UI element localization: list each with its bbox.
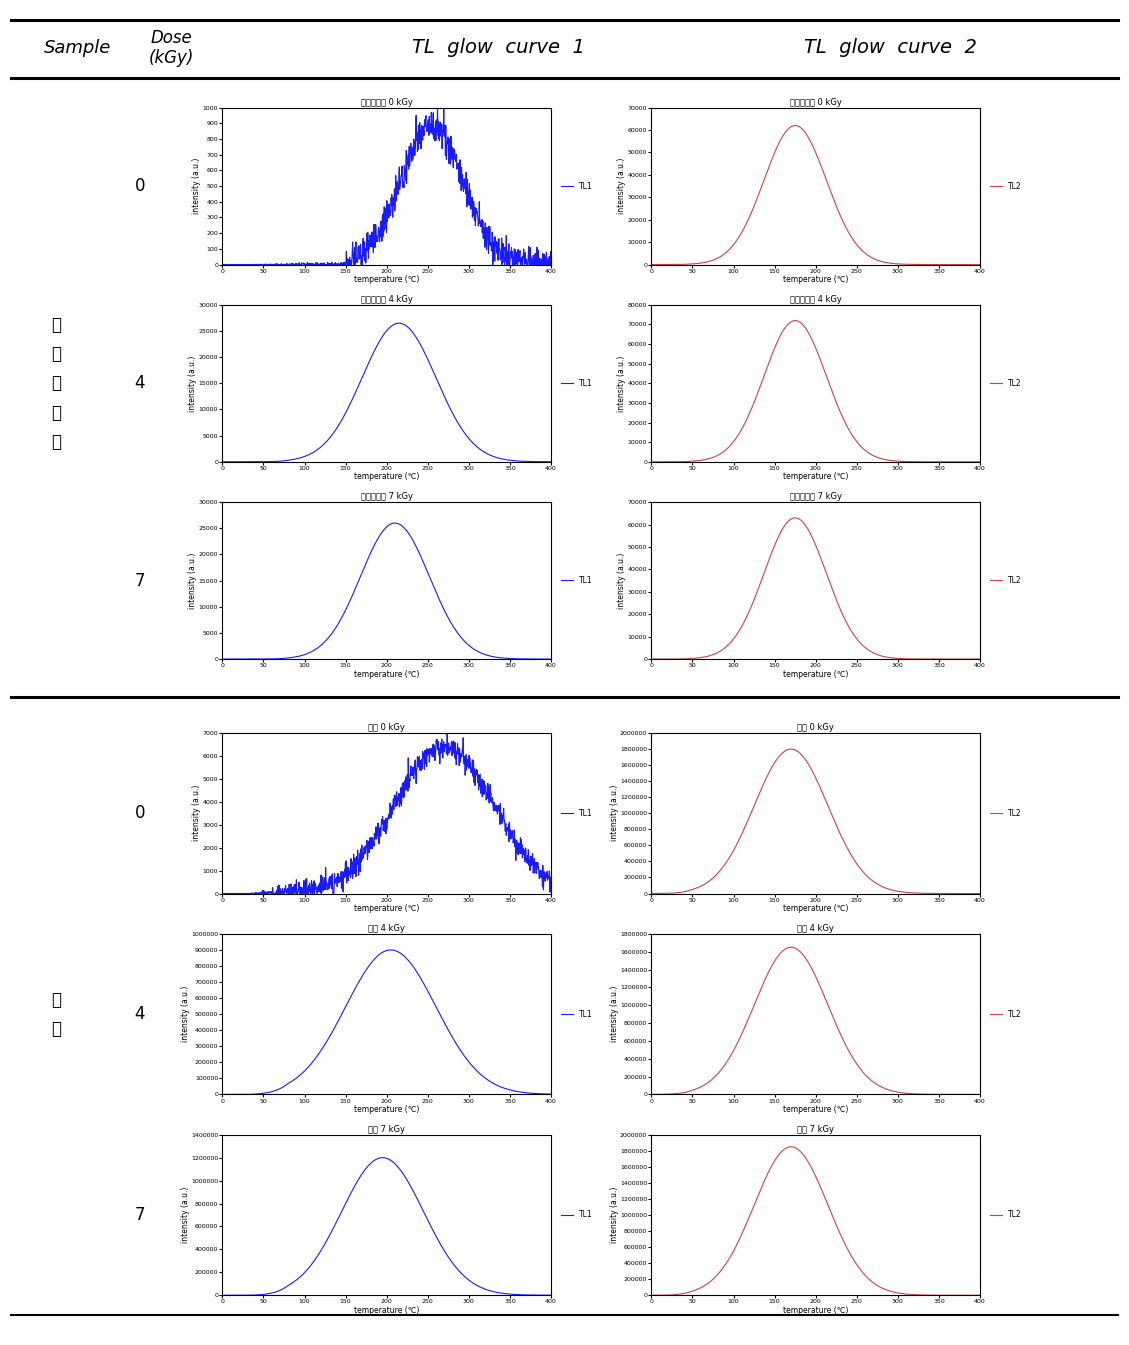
- Legend: TL2: TL2: [990, 182, 1022, 191]
- X-axis label: temperature (℃): temperature (℃): [355, 472, 419, 482]
- Text: 4: 4: [134, 1005, 145, 1024]
- Y-axis label: intensity (a.u.): intensity (a.u.): [618, 553, 627, 609]
- Y-axis label: intensity (a.u.): intensity (a.u.): [189, 355, 198, 412]
- Title: 당근 0 kGy: 당근 0 kGy: [368, 724, 405, 732]
- Title: 봇원청국장 4 kGy: 봇원청국장 4 kGy: [790, 295, 841, 304]
- Text: Sample: Sample: [44, 39, 112, 56]
- X-axis label: temperature (℃): temperature (℃): [355, 276, 419, 284]
- Text: 7: 7: [134, 572, 145, 589]
- Y-axis label: intensity (a.u.): intensity (a.u.): [192, 785, 201, 842]
- Legend: TL2: TL2: [990, 808, 1022, 818]
- Title: 분말청국장 4 kGy: 분말청국장 4 kGy: [361, 295, 412, 304]
- Title: 봇원청국장 7 kGy: 봇원청국장 7 kGy: [789, 492, 842, 502]
- Legend: TL1: TL1: [561, 1210, 593, 1220]
- Text: TL  glow  curve  1: TL glow curve 1: [412, 39, 585, 58]
- Title: 당근 0 kGy: 당근 0 kGy: [797, 724, 834, 732]
- Y-axis label: intensity (a.u.): intensity (a.u.): [610, 785, 619, 842]
- X-axis label: temperature (℃): temperature (℃): [784, 276, 848, 284]
- Y-axis label: intensity (a.u.): intensity (a.u.): [618, 355, 627, 412]
- X-axis label: temperature (℃): temperature (℃): [355, 1306, 419, 1315]
- Text: Dose
(kGy): Dose (kGy): [149, 28, 194, 67]
- Y-axis label: intensity (a.u.): intensity (a.u.): [181, 986, 190, 1042]
- Legend: TL1: TL1: [561, 182, 593, 191]
- Legend: TL2: TL2: [990, 576, 1022, 585]
- Legend: TL2: TL2: [990, 1210, 1022, 1220]
- X-axis label: temperature (℃): temperature (℃): [355, 670, 419, 679]
- X-axis label: temperature (℃): temperature (℃): [355, 1106, 419, 1114]
- Title: 당근 7 kGy: 당근 7 kGy: [368, 1124, 405, 1134]
- Text: 0: 0: [134, 178, 145, 195]
- Title: 당근 7 kGy: 당근 7 kGy: [797, 1124, 834, 1134]
- Y-axis label: intensity (a.u.): intensity (a.u.): [189, 553, 198, 609]
- Legend: TL1: TL1: [561, 576, 593, 585]
- Y-axis label: intensity (a.u.): intensity (a.u.): [181, 1186, 190, 1243]
- X-axis label: temperature (℃): temperature (℃): [784, 472, 848, 482]
- Y-axis label: intensity (a.u.): intensity (a.u.): [610, 986, 619, 1042]
- Legend: TL2: TL2: [990, 379, 1022, 387]
- Text: 7: 7: [134, 1206, 145, 1224]
- Y-axis label: intensity (a.u.): intensity (a.u.): [610, 1186, 619, 1243]
- Legend: TL1: TL1: [561, 808, 593, 818]
- X-axis label: temperature (℃): temperature (℃): [784, 1106, 848, 1114]
- X-axis label: temperature (℃): temperature (℃): [355, 904, 419, 913]
- Legend: TL1: TL1: [561, 1010, 593, 1018]
- Title: 봇원청국장 0 kGy: 봇원청국장 0 kGy: [790, 98, 841, 106]
- Title: 당근 4 kGy: 당근 4 kGy: [368, 924, 405, 933]
- Y-axis label: intensity (a.u.): intensity (a.u.): [618, 157, 627, 214]
- Text: 당
근: 당 근: [52, 990, 61, 1038]
- X-axis label: temperature (℃): temperature (℃): [784, 904, 848, 913]
- Text: TL  glow  curve  2: TL glow curve 2: [805, 39, 978, 58]
- Text: 4: 4: [134, 374, 145, 393]
- Y-axis label: intensity (a.u.): intensity (a.u.): [192, 157, 201, 214]
- X-axis label: temperature (℃): temperature (℃): [784, 670, 848, 679]
- Title: 분말청국장 7 kGy: 분말청국장 7 kGy: [360, 492, 413, 502]
- Title: 당근 4 kGy: 당근 4 kGy: [797, 924, 834, 933]
- Legend: TL2: TL2: [990, 1010, 1022, 1018]
- Legend: TL1: TL1: [561, 379, 593, 387]
- Text: 0: 0: [134, 804, 145, 822]
- X-axis label: temperature (℃): temperature (℃): [784, 1306, 848, 1315]
- Title: 분말청국장 0 kGy: 분말청국장 0 kGy: [361, 98, 412, 106]
- Text: 뚰
말
청
국
장: 뚰 말 청 국 장: [52, 316, 61, 451]
